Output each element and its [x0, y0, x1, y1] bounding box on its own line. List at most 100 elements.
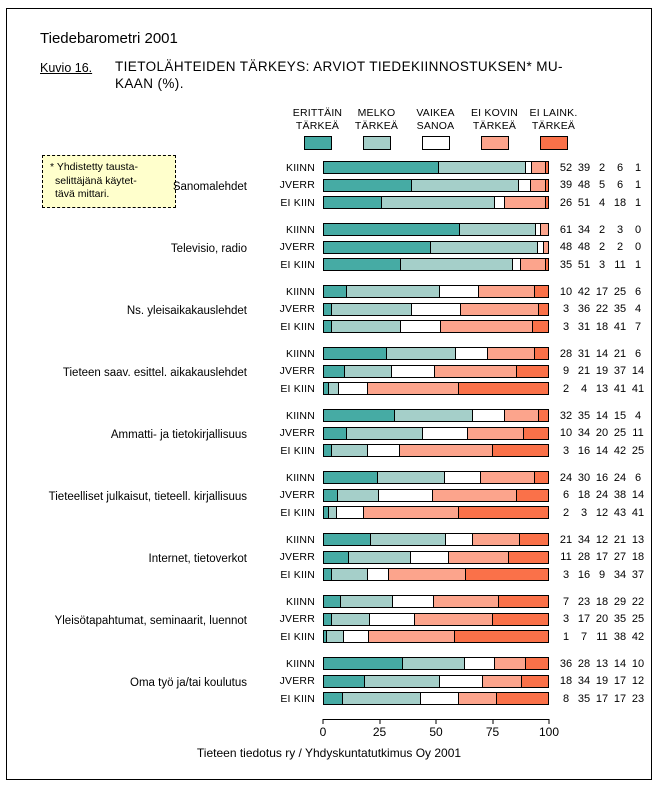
bar-segment: [433, 365, 517, 377]
bar-segment: [477, 286, 534, 297]
row-label: JVERR: [279, 179, 315, 191]
row-label: EI KIIN: [280, 320, 315, 333]
bar-segment: [542, 241, 548, 253]
category-label: Oma työ ja/tai koulutus: [130, 677, 247, 690]
bar-segment: [335, 507, 364, 518]
bar-segment: [346, 286, 440, 297]
row-label: EI KIIN: [280, 444, 315, 457]
value-label: 15: [613, 409, 627, 422]
bar-segment: [492, 445, 548, 456]
bar-segment: [324, 613, 331, 625]
bar-segment: [341, 693, 420, 704]
stacked-bar: [323, 285, 549, 298]
stacked-bar: [323, 320, 549, 333]
row-label: KIINN: [285, 285, 315, 298]
value-label: 4: [598, 196, 606, 209]
row-label: EI KIIN: [280, 258, 315, 271]
value-label: 42: [613, 444, 627, 457]
value-label: 34: [577, 533, 591, 546]
bar-segment: [324, 445, 331, 456]
group-rows: KIINN 52 39 2 6 1 JVERR 39 48 5 6 1 EI KIIN 26 51 4 18 1: [255, 161, 647, 214]
value-label: 11: [596, 630, 608, 643]
bar-row: EI KIIN 3 16 9 34 37: [255, 568, 647, 581]
value-label: 41: [613, 382, 627, 395]
stacked-bar: [323, 302, 549, 316]
bar-segment: [538, 303, 548, 315]
value-labels: 3 16 14 42 25: [557, 445, 647, 457]
stacked-bar: [323, 240, 549, 254]
bar-segment: [324, 179, 411, 191]
bar-segment: [525, 162, 531, 173]
bar-segment: [324, 348, 386, 359]
value-label: 24: [559, 471, 573, 484]
value-labels: 26 51 4 18 1: [557, 197, 647, 209]
bar-segment: [324, 241, 431, 253]
bar-segment: [431, 489, 517, 501]
chart-group: Sanomalehdet KIINN 52 39 2 6 1 JVERR 39 48 5 6 1 EI K…: [0, 161, 658, 214]
stacked-bar: [323, 409, 549, 422]
bar-row: JVERR 3 36 22 35 4: [255, 302, 647, 316]
value-label: 27: [613, 551, 627, 563]
value-labels: 21 34 12 21 13: [557, 534, 647, 546]
bar-segment: [324, 472, 377, 483]
value-label: 14: [595, 409, 609, 422]
bar-segment: [324, 321, 331, 332]
bar-segment: [453, 631, 548, 642]
bar-segment: [376, 472, 444, 483]
value-label: 42: [631, 630, 645, 643]
value-label: 17: [577, 613, 591, 625]
bar-segment: [464, 658, 494, 669]
row-label: EI KIIN: [280, 692, 315, 705]
category-label: Internet, tietoverkot: [148, 553, 247, 566]
value-labels: 1 7 11 38 42: [557, 631, 647, 643]
value-label: 35: [559, 258, 573, 271]
x-axis-tick-label: 75: [485, 725, 500, 739]
value-label: 8: [562, 692, 570, 705]
row-label: KIINN: [285, 657, 315, 670]
bar-segment: [400, 259, 513, 270]
bar-segment: [324, 596, 340, 607]
value-label: 22: [595, 303, 609, 315]
bar-segment: [324, 286, 346, 297]
value-label: 38: [613, 489, 627, 501]
value-label: 22: [631, 595, 645, 608]
bar-segment: [330, 445, 367, 456]
value-label: 12: [595, 506, 609, 519]
bar-segment: [324, 631, 327, 642]
value-labels: 8 35 17 17 23: [557, 693, 647, 705]
chart-group: Oma työ ja/tai koulutus KIINN 36 28 13 14 10 JV…: [0, 657, 658, 710]
value-label: 35: [613, 613, 627, 625]
value-labels: 3 17 20 35 25: [557, 613, 647, 625]
group-rows: KIINN 7 23 18 29 22 JVERR 3 17 20 35 25 EI KIIN 1 7 11 3…: [255, 595, 647, 648]
bar-segment: [530, 162, 545, 173]
value-label: 21: [577, 365, 591, 377]
value-label: 34: [577, 223, 591, 236]
note-line: * Yhdistetty tausta-: [50, 161, 138, 173]
value-label: 11: [560, 551, 572, 563]
bar-segment: [414, 613, 492, 625]
value-label: 1: [634, 258, 642, 271]
bar-segment: [498, 596, 548, 607]
x-axis-tick: [492, 719, 493, 724]
bar-segment: [421, 427, 467, 439]
bar-segment: [464, 569, 549, 580]
row-label: EI KIIN: [280, 196, 315, 209]
bar-row: KIINN 36 28 13 14 10: [255, 657, 647, 670]
bar-segment: [339, 596, 392, 607]
bar-segment: [457, 383, 549, 394]
bar-segment: [324, 197, 382, 208]
value-label: 1: [562, 630, 570, 643]
bar-segment: [398, 445, 492, 456]
value-label: 17: [613, 675, 627, 687]
legend-item: EI KOVIN TÄRKEÄ: [465, 107, 524, 150]
bar-row: KIINN 28 31 14 21 6: [255, 347, 647, 360]
figure-label: Kuvio 16.: [40, 61, 93, 75]
value-label: 18: [559, 675, 573, 687]
stacked-bar: [323, 196, 549, 209]
bar-segment: [388, 569, 465, 580]
bar-segment: [440, 321, 532, 332]
x-axis: 0 25 50 75 100: [320, 719, 559, 743]
value-label: 38: [613, 630, 627, 643]
bar-segment: [516, 365, 548, 377]
bar-row: JVERR 48 48 2 2 0: [255, 240, 647, 254]
